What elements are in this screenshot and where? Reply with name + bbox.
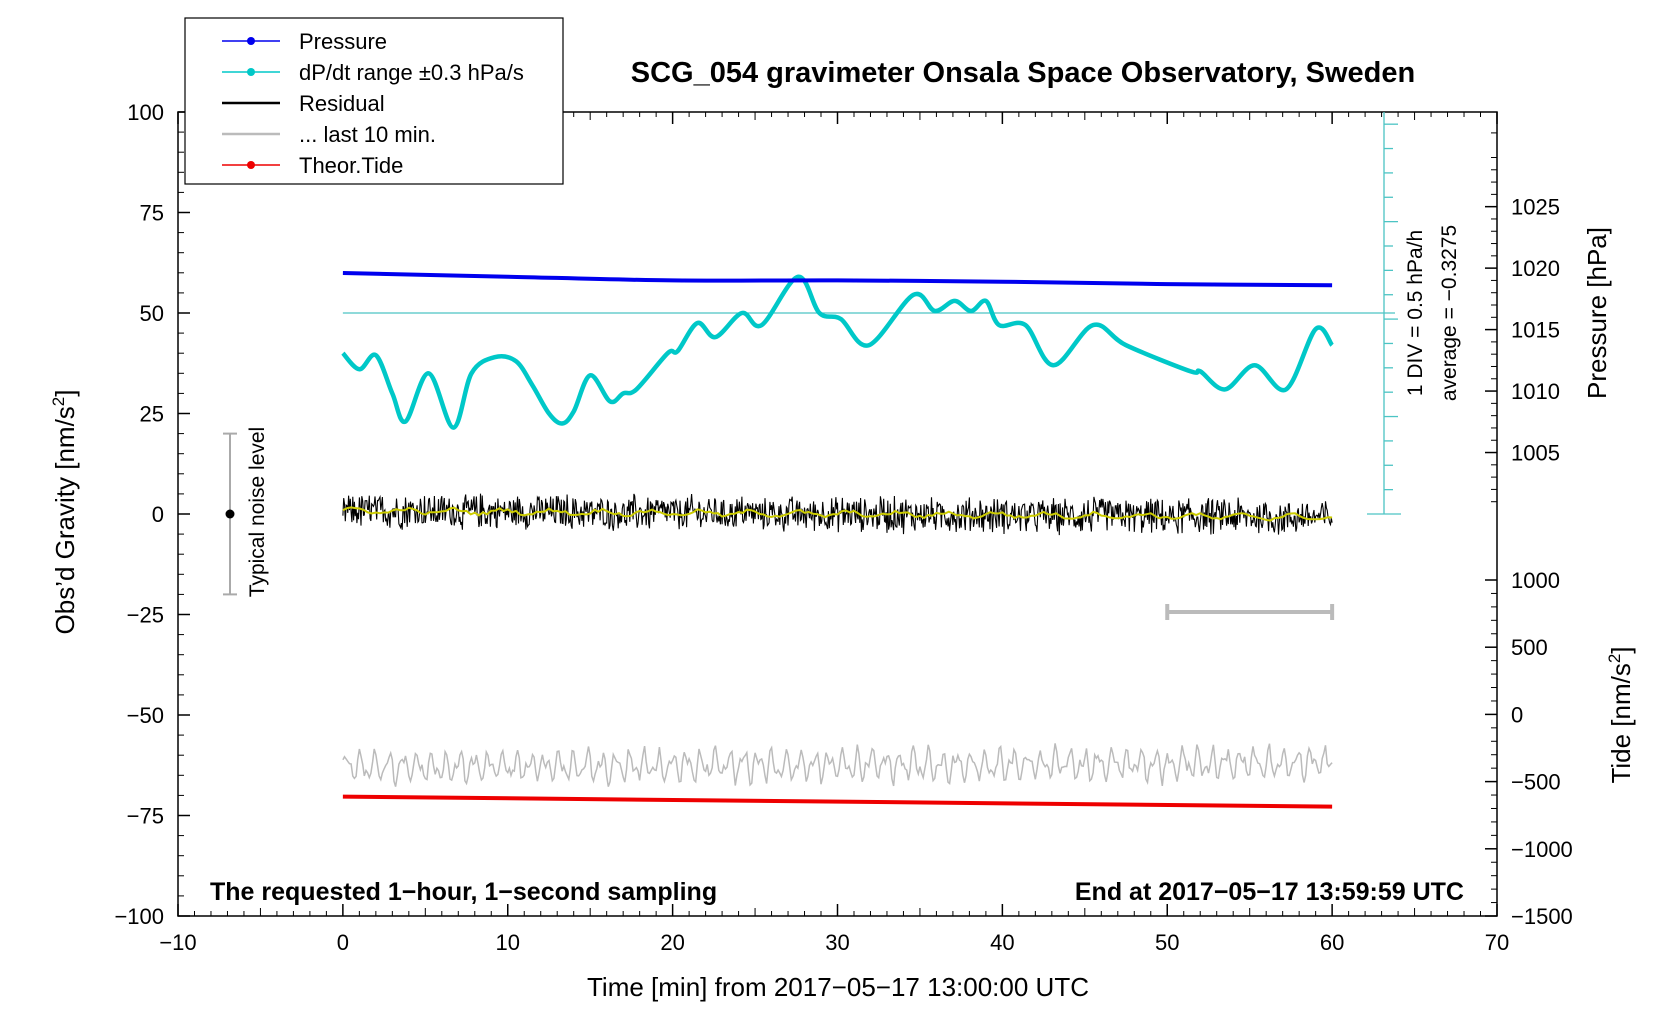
y-tick-label: 100 <box>127 100 164 125</box>
legend-box <box>184 17 564 185</box>
plot-series <box>223 112 1401 809</box>
noise-level-dot <box>225 509 235 519</box>
tide-tick-label: −1000 <box>1511 837 1573 862</box>
theor-tide-line <box>342 794 1333 809</box>
x-tick-label: 0 <box>337 930 349 955</box>
dpdt-scale-label: 1 DIV = 0.5 hPa/h <box>1404 230 1427 396</box>
legend-label: Residual <box>299 91 385 116</box>
tide-tick-label: −1500 <box>1511 904 1573 929</box>
legend: Pressure dP/dt range ±0.3 hPa/s Residual..… <box>184 17 564 185</box>
smoothed-residual-line <box>342 506 1333 522</box>
legend-label: ... last 10 min. <box>299 122 436 147</box>
chart-title: SCG_054 gravimeter Onsala Space Observat… <box>631 57 1415 89</box>
pressure-tick-label: 1020 <box>1511 256 1560 281</box>
tide-tick-label: 1000 <box>1511 568 1560 593</box>
y-tick-label: 25 <box>140 402 164 427</box>
y-axis-label-tide-sup: 2 <box>1605 654 1624 663</box>
legend-marker <box>247 161 255 169</box>
y-axis-label-tide-tail: ] <box>1606 646 1636 653</box>
y-tick-label: 50 <box>140 301 164 326</box>
y-tick-label: 75 <box>140 201 164 226</box>
x-tick-label: 50 <box>1155 930 1179 955</box>
x-tick-label: 20 <box>660 930 684 955</box>
x-axis-label: Time [min] from 2017−05−17 13:00:00 UTC <box>587 972 1089 1002</box>
legend-label: dP/dt range ±0.3 hPa/s <box>299 60 524 85</box>
pressure-line <box>342 271 1333 288</box>
y-axis-label-left-tail: ] <box>50 390 80 397</box>
x-tick-label: 10 <box>496 930 520 955</box>
y-axis-label-tide: Tide [nm/s2] <box>1605 646 1636 783</box>
x-tick-label: 60 <box>1320 930 1344 955</box>
y-axis-label-pressure: Pressure [hPa] <box>1582 227 1612 399</box>
pressure-tick-label: 1005 <box>1511 441 1560 466</box>
y-tick-label: −50 <box>127 703 164 728</box>
legend-marker <box>247 68 255 76</box>
pressure-tick-label: 1010 <box>1511 379 1560 404</box>
y-tick-label: −100 <box>114 904 164 929</box>
y-axis-label-tide-main: Tide [nm/s <box>1606 663 1636 783</box>
legend-label: Pressure <box>299 29 387 54</box>
y-tick-label: −75 <box>127 804 164 829</box>
x-tick-label: 40 <box>990 930 1014 955</box>
legend-label: Theor.Tide <box>299 153 403 178</box>
dpdt-range-line <box>341 274 1334 430</box>
bottom-right-note: End at 2017−05−17 13:59:59 UTC <box>1075 878 1464 906</box>
pressure-tick-label: 1015 <box>1511 318 1560 343</box>
tide-tick-label: 500 <box>1511 635 1548 660</box>
x-tick-label: 70 <box>1485 930 1509 955</box>
tide-tick-label: 0 <box>1511 702 1523 727</box>
pressure-tick-label: 1025 <box>1511 195 1560 220</box>
noise-level-label: Typical noise level <box>246 427 269 597</box>
y-tick-label: −25 <box>127 603 164 628</box>
legend-marker <box>247 37 255 45</box>
y-tick-label: 0 <box>152 502 164 527</box>
dpdt-average-label: average = −0.3275 <box>1438 225 1461 401</box>
last-10-min-line <box>342 743 1333 787</box>
x-tick-label: −10 <box>159 930 196 955</box>
bottom-left-note: The requested 1−hour, 1−second sampling <box>210 878 717 906</box>
axis-ticks: −10 0 10 20 30 40 50 60 701007550250−25−50−75−10… <box>114 100 1572 955</box>
y-axis-label-left-sup: 2 <box>49 397 68 406</box>
y-axis-label-left: Obs’d Gravity [nm/s2] <box>49 390 80 635</box>
y-axis-label-left-main: Obs’d Gravity [nm/s <box>50 406 80 634</box>
x-tick-label: 30 <box>825 930 849 955</box>
tide-tick-label: −500 <box>1511 770 1561 795</box>
